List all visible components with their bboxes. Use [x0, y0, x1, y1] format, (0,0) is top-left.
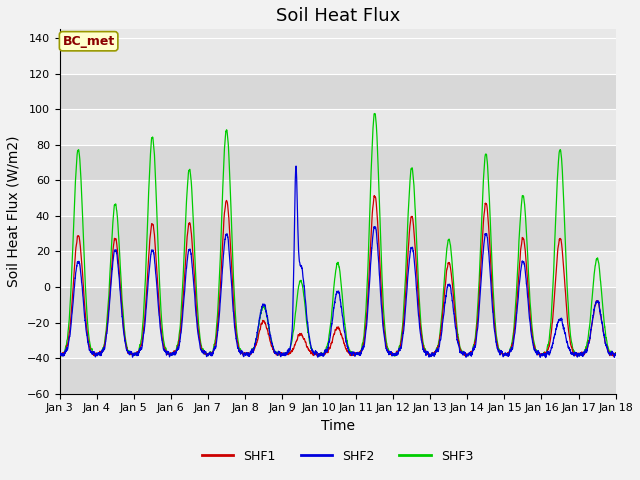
Legend: SHF1, SHF2, SHF3: SHF1, SHF2, SHF3 — [197, 444, 478, 468]
SHF2 — [56, 351, 63, 357]
SHF2 — [432, 349, 440, 355]
Bar — [60, 109, 616, 145]
SHF3 — [611, 352, 619, 358]
SHF2 — [542, 355, 550, 360]
Bar — [60, 74, 616, 109]
Bar — [60, 252, 616, 287]
Bar — [60, 358, 616, 394]
SHF2 — [463, 353, 470, 359]
Text: BC_met: BC_met — [63, 35, 115, 48]
SHF3 — [612, 350, 620, 356]
Line: SHF2: SHF2 — [60, 166, 616, 358]
SHF2 — [494, 347, 502, 352]
Bar — [60, 38, 616, 74]
SHF3 — [427, 354, 435, 360]
SHF3 — [371, 111, 378, 117]
X-axis label: Time: Time — [321, 419, 355, 433]
SHF2 — [156, 317, 163, 323]
SHF3 — [317, 352, 324, 358]
SHF1 — [463, 351, 470, 357]
SHF2 — [611, 351, 619, 357]
SHF1 — [156, 309, 163, 315]
Line: SHF1: SHF1 — [60, 196, 616, 356]
Bar — [60, 216, 616, 252]
Bar — [60, 145, 616, 180]
SHF2 — [292, 163, 300, 169]
Y-axis label: Soil Heat Flux (W/m2): Soil Heat Flux (W/m2) — [7, 136, 21, 287]
SHF1 — [317, 350, 324, 356]
Title: Soil Heat Flux: Soil Heat Flux — [276, 7, 400, 25]
SHF3 — [56, 350, 63, 356]
Bar — [60, 287, 616, 323]
SHF1 — [56, 350, 63, 356]
Line: SHF3: SHF3 — [60, 114, 616, 357]
SHF3 — [463, 352, 470, 358]
SHF1 — [612, 352, 620, 358]
SHF2 — [317, 351, 325, 357]
SHF3 — [156, 281, 163, 287]
SHF1 — [611, 350, 619, 356]
SHF1 — [494, 345, 502, 351]
SHF3 — [494, 343, 502, 348]
SHF1 — [371, 193, 378, 199]
SHF2 — [612, 352, 620, 358]
SHF3 — [432, 348, 440, 354]
SHF1 — [432, 349, 440, 355]
SHF1 — [427, 353, 435, 359]
Bar — [60, 323, 616, 358]
Bar — [60, 180, 616, 216]
